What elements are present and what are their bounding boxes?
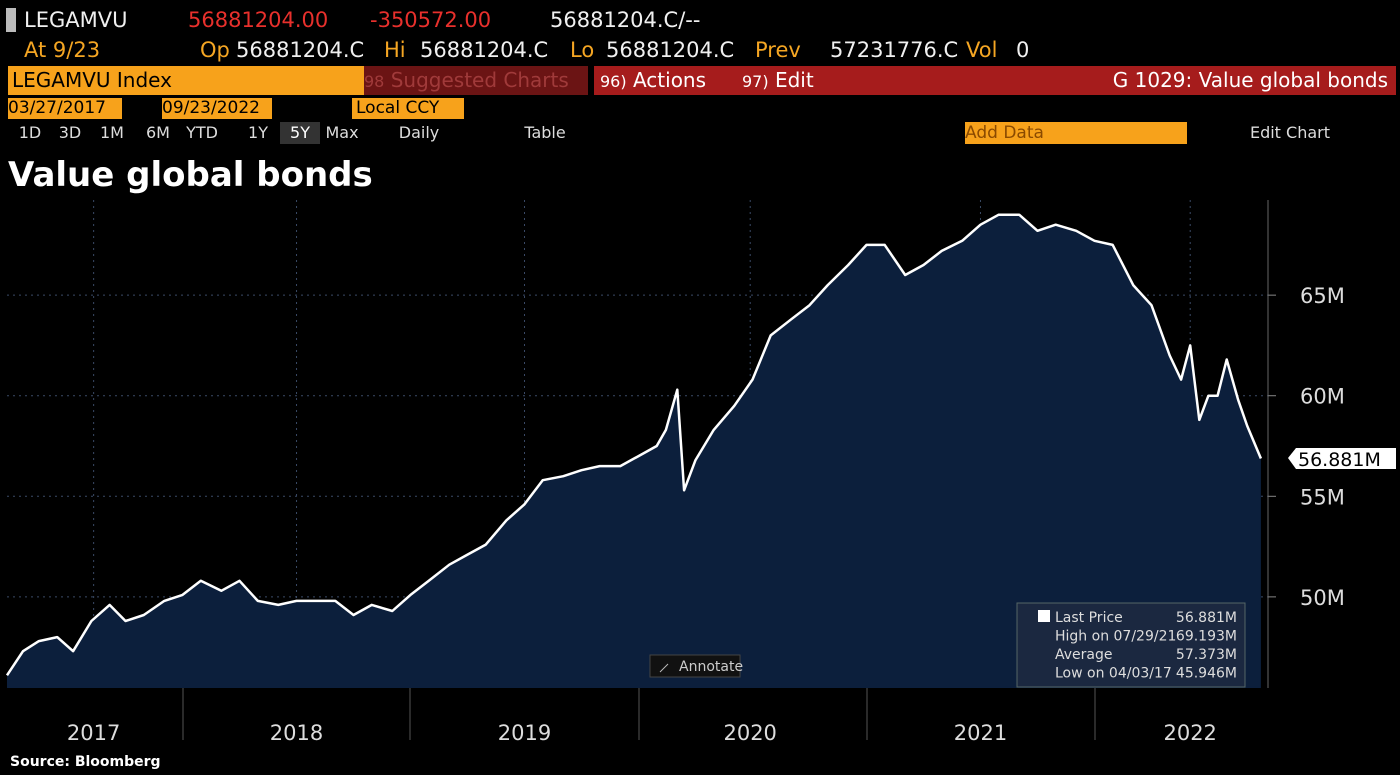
annotate-button[interactable]: Annotate — [649, 654, 743, 678]
legend-swatch — [1038, 610, 1050, 622]
suggested-charts[interactable]: 98 Suggested Charts — [364, 66, 588, 95]
period-button[interactable]: 1M — [100, 123, 124, 142]
hi: 56881204.C — [420, 38, 549, 62]
change: -350572.00 — [370, 8, 492, 32]
end-date[interactable]: 09/23/2022 — [162, 98, 272, 119]
y-tick-label: 50M — [1300, 586, 1345, 610]
vol: 0 — [1016, 38, 1030, 62]
ticker-marker — [6, 8, 16, 32]
last-label: 56.881M — [1288, 448, 1396, 471]
lo: 56881204.C — [606, 38, 735, 62]
actions-text: Actions — [632, 68, 707, 92]
suggested-num: 98 — [364, 72, 385, 91]
function-title: G 1029: Value global bonds — [842, 66, 1396, 95]
frequency[interactable]: Daily — [398, 123, 440, 142]
actions-num: 96) — [600, 72, 627, 91]
x-tick-label: 2018 — [270, 721, 323, 745]
last: 56881204.00 — [188, 8, 329, 32]
x-tick-label: 2020 — [723, 721, 776, 745]
bid-ask: 56881204.C/-- — [550, 8, 701, 32]
legend-value: 56.881M — [1176, 610, 1237, 626]
last-label-text: 56.881M — [1298, 449, 1381, 471]
edit-text: Edit — [774, 68, 814, 92]
at: At 9/23 — [24, 38, 101, 62]
vol-label: Vol — [966, 38, 998, 62]
period-button[interactable]: 6M — [146, 123, 170, 142]
legend-name: Average — [1055, 647, 1113, 663]
period-button[interactable]: Max — [325, 123, 359, 142]
legend-name: High on 07/29/21 — [1055, 629, 1176, 645]
y-tick-label: 65M — [1300, 284, 1345, 308]
legend-value: 69.193M — [1176, 629, 1237, 645]
line — [5, 213, 1263, 676]
op: 56881204.C — [236, 38, 365, 62]
annotate-box[interactable] — [649, 654, 741, 678]
table-button[interactable]: Table — [524, 123, 566, 142]
y-tick-label: 60M — [1300, 385, 1345, 409]
prev-label: Prev — [755, 38, 801, 62]
legend-name: Low on 04/03/17 — [1055, 666, 1172, 682]
actions-menu[interactable]: 96) Actions — [594, 66, 738, 95]
period-button[interactable]: 1Y — [248, 123, 268, 142]
period-button[interactable]: 1D — [18, 123, 42, 142]
suggested-text: Suggested Charts — [390, 68, 569, 92]
y-tick-label: 55M — [1300, 485, 1345, 509]
x-tick-label: 2017 — [67, 721, 120, 745]
edit-chart[interactable]: Edit Chart — [1249, 123, 1331, 142]
last-label-box — [1288, 448, 1396, 469]
security-field[interactable]: LEGAMVU Index — [8, 66, 364, 95]
prev: 57231776.C — [830, 38, 959, 62]
edit-menu[interactable]: 97) Edit — [736, 66, 842, 95]
year-separators — [182, 688, 1096, 740]
currency[interactable]: Local CCY — [352, 98, 464, 119]
source: Source: Bloomberg — [10, 754, 161, 770]
annotate-text[interactable]: Annotate — [679, 659, 743, 675]
x-tick-label: 2019 — [498, 721, 551, 745]
area — [7, 214, 1261, 688]
chart-title: Value global bonds — [8, 155, 373, 195]
period-button[interactable]: 3D — [58, 123, 82, 142]
legend-name: Last Price — [1055, 610, 1123, 626]
legend-value: 45.946M — [1176, 666, 1237, 682]
add-data[interactable]: Add Data — [965, 122, 1187, 144]
period-button[interactable]: 5Y — [280, 122, 320, 144]
annotate-icon — [659, 663, 669, 673]
start-date[interactable]: 03/27/2017 — [8, 98, 122, 119]
period-button[interactable]: YTD — [186, 123, 218, 142]
x-tick-label: 2022 — [1163, 721, 1216, 745]
x-tick-label: 2021 — [954, 721, 1007, 745]
hi-label: Hi — [384, 38, 406, 62]
lo-label: Lo — [570, 38, 595, 62]
edit-num: 97) — [742, 72, 769, 91]
op-label: Op — [200, 38, 230, 62]
ticker: LEGAMVU — [24, 8, 128, 32]
legend-box — [1016, 602, 1246, 688]
legend-value: 57.373M — [1176, 647, 1237, 663]
